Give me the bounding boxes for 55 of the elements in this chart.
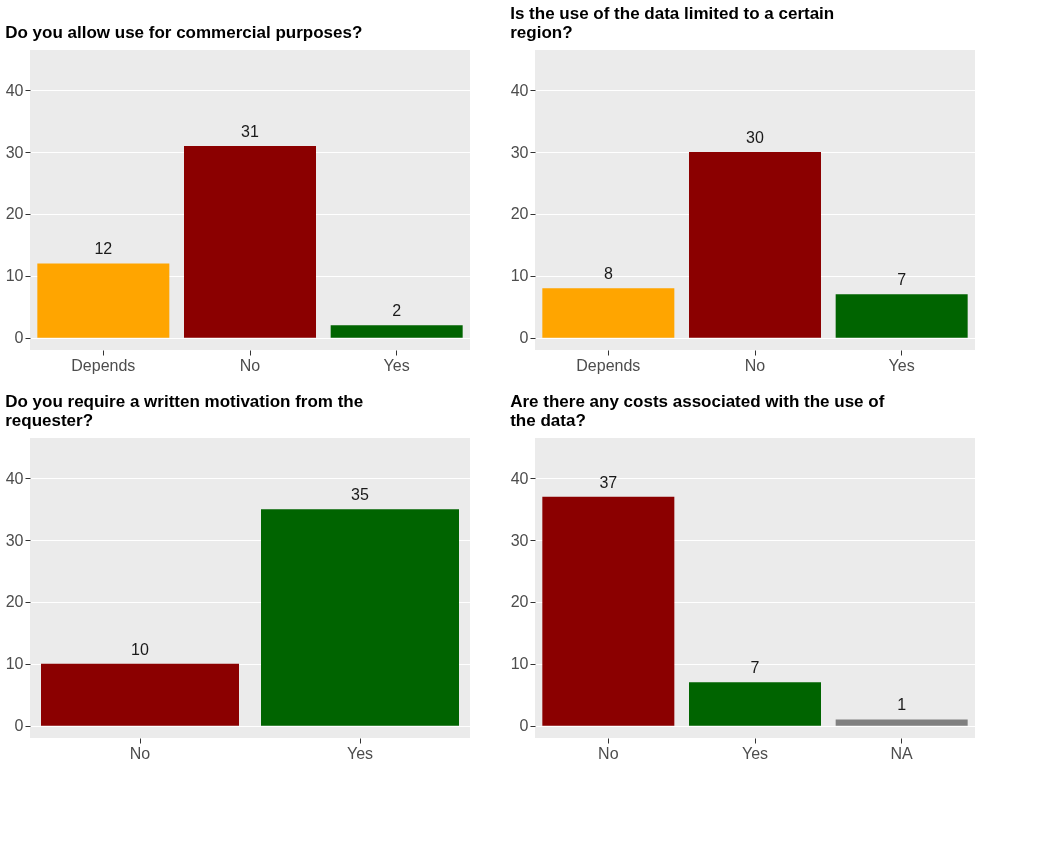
y-tick-label: 10 [5,267,24,285]
data-label: 10 [131,640,149,658]
data-label: 12 [94,240,113,258]
y-tick-label: 10 [510,267,529,285]
y-tick-label: 20 [510,205,529,223]
chart-title: Do you allow use for commercial purposes? [5,23,363,42]
chart-title: Are there any costs associated with the use of the data? [510,392,885,430]
x-tick-label: Yes [346,744,374,762]
x-tick-label: No [129,744,151,762]
bar [835,294,968,338]
y-tick-label: 40 [510,469,529,487]
y-tick-label: 30 [5,143,24,161]
data-label: 31 [241,122,259,140]
x-tick-label: NA [890,744,914,762]
y-tick-label: 30 [510,531,529,549]
y-tick-label: 10 [510,655,529,673]
bar [330,325,463,338]
y-tick-label: 20 [5,593,24,611]
data-label: 7 [750,659,760,677]
bar [689,682,821,726]
x-tick-label: No [239,356,261,374]
data-label: 2 [392,302,402,320]
bar [542,288,675,338]
x-tick-label: No [744,356,766,374]
y-tick-label: 40 [510,81,529,99]
y-tick-label: 0 [14,329,24,347]
x-tick-label: Yes [888,356,915,374]
data-label: 30 [746,129,764,147]
y-tick-label: 20 [510,593,529,611]
y-tick-label: 30 [510,143,529,161]
y-tick-label: 20 [5,205,24,223]
y-tick-label: 40 [5,81,24,99]
y-tick-label: 0 [14,717,24,735]
y-tick-label: 10 [5,655,24,673]
x-tick-label: Depends [71,356,136,374]
y-tick-label: 40 [5,469,24,487]
bar [835,719,968,726]
bar [37,263,170,338]
x-tick-label: No [598,744,619,762]
bar [542,496,675,726]
chart-title: Do you require a written motivation from the requester? [5,392,364,430]
data-label: 7 [897,271,907,289]
chart-title: Is the use of the data limited to a certain region? [510,4,835,42]
x-tick-label: Depends [576,356,641,374]
bar [689,152,821,338]
data-label: 8 [603,265,613,283]
y-tick-label: 30 [5,531,24,549]
bar [184,145,316,338]
x-tick-label: Yes [741,744,769,762]
data-label: 35 [351,486,369,504]
data-label: 1 [897,696,907,714]
data-label: 37 [599,473,618,491]
x-tick-label: Yes [383,356,410,374]
y-tick-label: 0 [519,329,529,347]
y-tick-label: 0 [519,717,529,735]
